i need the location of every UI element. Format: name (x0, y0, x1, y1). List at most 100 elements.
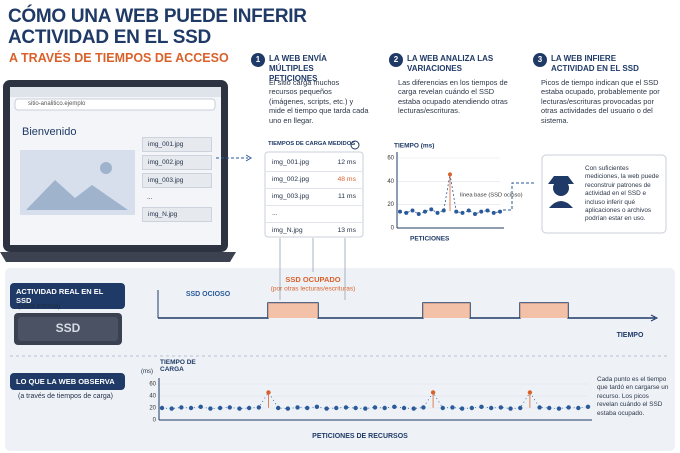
url: sitio-analitico.ejemplo (28, 101, 86, 107)
idle-label: SSD OCIOSO (186, 291, 231, 298)
data-point (411, 406, 416, 411)
data-point (275, 405, 281, 411)
table-cell: 13 ms (337, 227, 356, 234)
data-point (401, 405, 407, 411)
data-point (537, 405, 542, 410)
busy-period (423, 303, 470, 318)
data-point (314, 404, 320, 409)
label-pill: ACTIVIDAD REAL EN EL SSD (10, 283, 125, 309)
data-point (217, 405, 223, 411)
title-line: CÓMO UNA WEB PUEDE INFERIR (8, 6, 307, 27)
x-label: TIEMPO (617, 332, 644, 339)
data-point (430, 390, 436, 395)
data-point (441, 208, 446, 213)
data-point (324, 406, 329, 411)
x-label: PETICIONES (410, 236, 450, 243)
table: img_001.jpg 12 ms img_002.jpg 48 ms img_003.… (265, 155, 363, 239)
table-cell: ... (272, 210, 278, 217)
busy-period (268, 303, 318, 318)
data-point (169, 406, 174, 411)
data-point (508, 406, 513, 411)
file-list: img_001.jpg img_002.jpg img_003.jpg... img_… (142, 137, 212, 225)
data-point (334, 405, 339, 411)
data-point (416, 212, 421, 216)
page-heading: Bienvenido (22, 126, 77, 138)
data-point (343, 405, 349, 410)
y-tick-label: 40 (149, 394, 156, 400)
device-label: SSD (56, 321, 81, 335)
table-row: ... (265, 206, 363, 223)
sun (100, 162, 112, 174)
data-point (491, 210, 496, 215)
file-item: img_001.jpg (142, 137, 212, 152)
data-point (423, 209, 427, 214)
table-row: img_N.jpg 13 ms (265, 223, 363, 239)
spy-icon (548, 176, 574, 208)
step-title: LA WEB INFIERE ACTIVIDAD EN EL SSD (551, 54, 639, 73)
data-point (363, 406, 368, 411)
data-point (266, 390, 271, 395)
data-point (485, 208, 490, 213)
file-item: img_N.jpg (142, 207, 212, 222)
step-circle (389, 53, 403, 67)
laptop-base (0, 252, 236, 262)
data-point (246, 405, 252, 411)
data-point (208, 406, 213, 411)
y-unit: (ms) (141, 369, 153, 375)
busy-label: SSD OCUPADO (285, 275, 340, 284)
data-point (469, 405, 475, 411)
table-cell: img_002.jpg (272, 176, 310, 183)
y-tick-label: 20 (387, 202, 394, 208)
step-number: 2 (394, 55, 399, 64)
table-row: img_002.jpg 48 ms (265, 172, 363, 189)
title-line: ACTIVIDAD EN EL SSD (8, 27, 211, 48)
table-cell: img_001.jpg (272, 159, 310, 166)
step-number: 3 (538, 55, 543, 64)
data-point (353, 405, 358, 411)
data-point (479, 404, 484, 409)
step-text: Picos de tiempo indican que el SSD estab… (541, 78, 660, 125)
data-point (198, 404, 203, 409)
data-point (566, 405, 571, 410)
data-point (460, 210, 465, 215)
y-tick-label: 60 (149, 382, 156, 388)
panel (5, 268, 675, 451)
step-number: 1 (256, 55, 261, 64)
data-point (410, 208, 415, 213)
data-point (527, 390, 533, 395)
data-point (227, 405, 232, 410)
y-tick-label: 0 (391, 226, 395, 232)
table-cell: 48 ms (337, 176, 356, 183)
inference-text: Con suficientes mediciones, la web puede… (585, 165, 659, 223)
data-point (473, 212, 477, 216)
table-cell: img_N.jpg (272, 227, 303, 234)
sublabel: (vista interna) (18, 303, 61, 310)
step-circle (533, 53, 547, 67)
data-point (450, 405, 455, 410)
table-cell: 11 ms (337, 193, 356, 200)
y-label: TIEMPO (ms) (394, 143, 434, 150)
data-point (498, 209, 502, 214)
url-bar (14, 98, 216, 111)
inference-box (541, 154, 667, 234)
subtitle: A TRAVÉS DE TIEMPOS DE ACCESO (9, 51, 229, 65)
data-point (435, 210, 440, 215)
label-pill: LO QUE LA WEB OBSERVA (10, 373, 125, 390)
data-point (404, 210, 409, 215)
y-tick-label: 0 (153, 418, 157, 424)
data-point (398, 209, 402, 214)
data-point (479, 209, 484, 214)
arrow (503, 182, 535, 211)
y-tick-label: 60 (387, 156, 394, 162)
data-point (576, 405, 581, 411)
file-item: img_003.jpg (142, 173, 212, 188)
table-box (264, 151, 364, 238)
table-title: TIEMPOS DE CARGA MEDIDOS (268, 141, 356, 147)
data-point (440, 405, 445, 411)
data-point (295, 405, 300, 410)
data-point (498, 405, 504, 410)
data-point (256, 405, 262, 410)
table-cell: img_003.jpg (272, 193, 310, 200)
